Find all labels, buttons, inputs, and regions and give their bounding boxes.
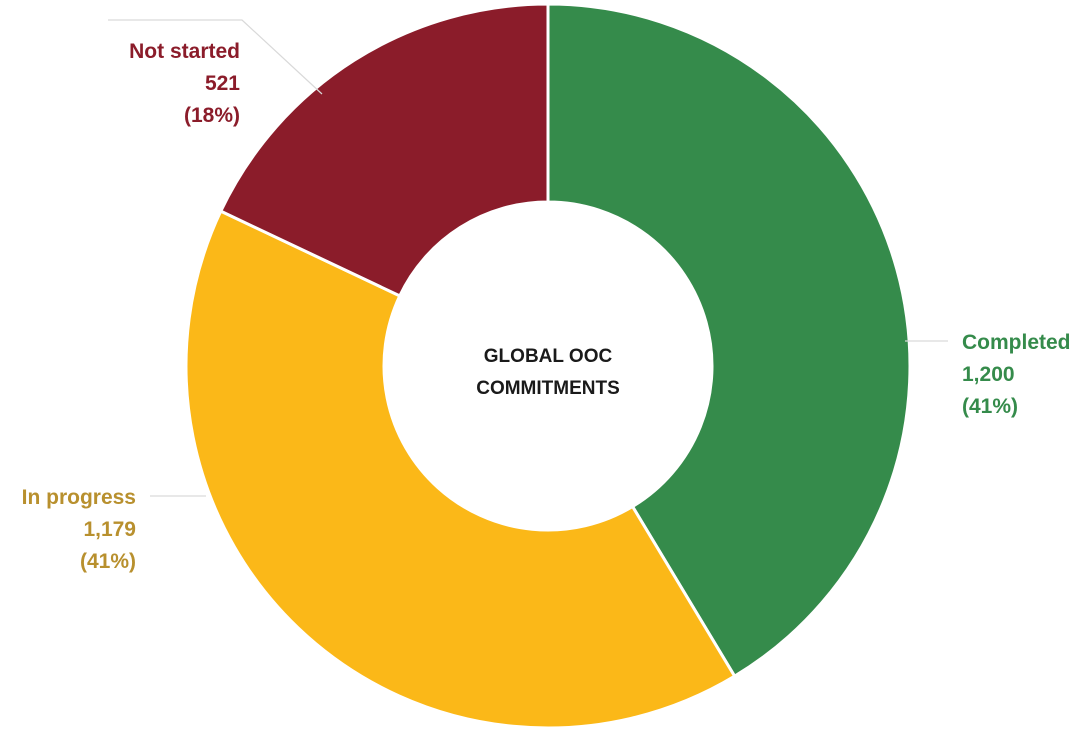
center-label-line-1: GLOBAL OOC [484, 346, 613, 367]
slice-label-name: Completed [962, 331, 1071, 354]
slice-label-name: In progress [22, 486, 136, 509]
slice-label-percent: (18%) [184, 104, 240, 127]
slice-label-value: 1,179 [83, 518, 136, 541]
slice-label-percent: (41%) [962, 395, 1018, 418]
slice-label-in-progress: In progress 1,179 (41%) [22, 486, 136, 573]
slice-label-value: 521 [205, 72, 240, 95]
slice-label-name: Not started [129, 40, 240, 63]
center-label: GLOBAL OOC COMMITMENTS [476, 346, 620, 399]
slice-label-completed: Completed 1,200 (41%) [962, 331, 1071, 418]
slice-label-not-started: Not started 521 (18%) [129, 40, 240, 127]
center-label-line-2: COMMITMENTS [476, 378, 620, 399]
slice-label-value: 1,200 [962, 363, 1015, 386]
slice-label-percent: (41%) [80, 550, 136, 573]
slice-in-progress [186, 211, 735, 728]
